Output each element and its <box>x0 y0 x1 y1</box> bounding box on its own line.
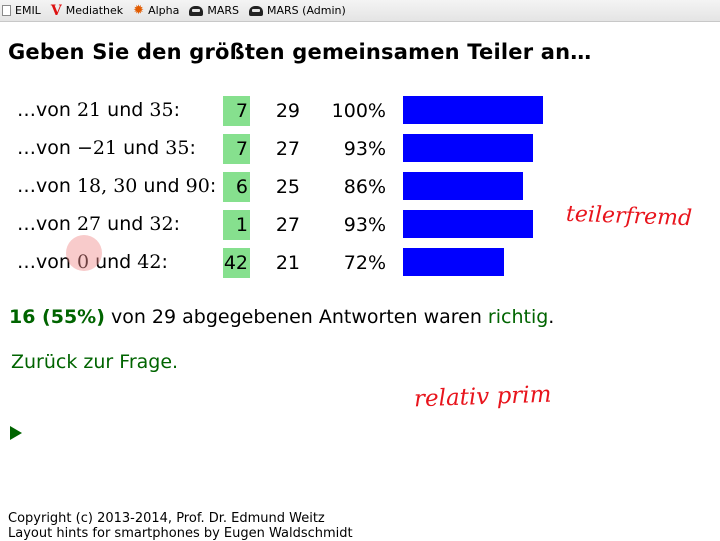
handwritten-note-teilerfremd: teilerfremd <box>565 201 693 232</box>
percent-correct: 93% <box>343 138 386 160</box>
answer-count: 27 <box>275 214 300 236</box>
question-text: …von 18, 30 und 90: <box>17 175 217 197</box>
result-row: …von 27 und 32: 1 27 93% <box>0 210 720 240</box>
percent-correct: 86% <box>343 176 386 198</box>
result-row: …von 21 und 35: 7 29 100% <box>0 96 720 126</box>
correct-answer: 7 <box>223 134 250 164</box>
bookmark-label: MARS (Admin) <box>267 4 346 17</box>
page-icon <box>2 5 11 16</box>
answer-count: 21 <box>275 252 300 274</box>
question-text: …von 21 und 35: <box>17 99 180 121</box>
percent-bar <box>403 134 533 162</box>
percent-bar <box>403 248 504 276</box>
question-text: …von −21 und 35: <box>17 137 196 159</box>
play-icon[interactable] <box>10 426 22 440</box>
page-title: Geben Sie den größten gemeinsamen Teiler… <box>8 40 592 64</box>
percent-bar <box>403 172 523 200</box>
v-logo-icon: V <box>50 2 62 19</box>
mars-icon <box>189 5 204 16</box>
correct-answer: 1 <box>223 210 250 240</box>
bookmark-mars[interactable]: MARS <box>185 0 245 21</box>
sun-icon: ✹ <box>133 2 145 18</box>
layout-credit-line: Layout hints for smartphones by Eugen Wa… <box>8 526 353 541</box>
bookmark-label: MARS <box>207 4 240 17</box>
copyright-line: Copyright (c) 2013-2014, Prof. Dr. Edmun… <box>8 511 325 526</box>
bookmark-label: EMIL <box>15 4 41 17</box>
question-text: …von 27 und 32: <box>17 213 180 235</box>
percent-bar <box>403 210 533 238</box>
bookmark-mars-admin[interactable]: MARS (Admin) <box>245 0 352 21</box>
bookmark-alpha[interactable]: ✹ Alpha <box>129 0 185 21</box>
bookmark-label: Alpha <box>148 4 180 17</box>
correct-answer: 42 <box>223 248 250 278</box>
percent-correct: 93% <box>343 214 386 236</box>
mars-icon <box>249 5 264 16</box>
percent-bar <box>403 96 543 124</box>
summary-text: 16 (55%) von 29 abgegebenen Antworten wa… <box>9 306 555 328</box>
bookmarks-toolbar: EMIL V Mediathek ✹ Alpha MARS MARS (Admi… <box>0 0 720 22</box>
bookmark-emil[interactable]: EMIL <box>0 0 47 21</box>
result-row: …von −21 und 35: 7 27 93% <box>0 134 720 164</box>
result-row: …von 18, 30 und 90: 6 25 86% <box>0 172 720 202</box>
percent-correct: 100% <box>331 100 386 122</box>
handwritten-note-relativ-prim: relativ prim <box>413 381 552 413</box>
back-to-question-link[interactable]: Zurück zur Frage. <box>11 351 179 373</box>
correct-answer: 6 <box>223 172 250 202</box>
answer-count: 27 <box>275 138 300 160</box>
bookmark-mediathek[interactable]: V Mediathek <box>47 0 129 21</box>
bookmark-label: Mediathek <box>65 4 124 17</box>
answer-count: 25 <box>275 176 300 198</box>
question-text: …von 0 und 42: <box>17 251 168 273</box>
mouse-cursor-highlight <box>66 235 102 271</box>
percent-correct: 72% <box>343 252 386 274</box>
copyright-footer: Copyright (c) 2013-2014, Prof. Dr. Edmun… <box>8 511 353 541</box>
answer-count: 29 <box>275 100 300 122</box>
result-row: …von 0 und 42: 42 21 72% <box>0 248 720 278</box>
correct-answer: 7 <box>223 96 250 126</box>
